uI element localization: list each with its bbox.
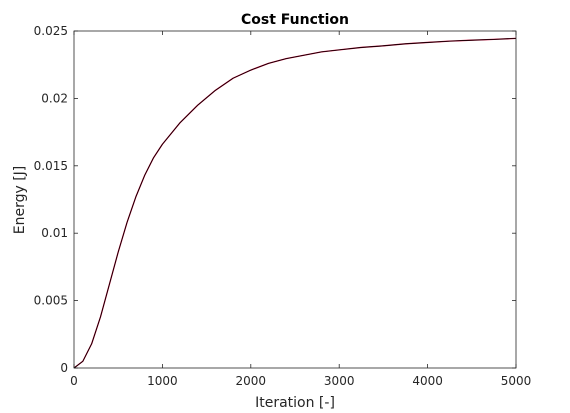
chart-title: Cost Function — [241, 12, 349, 28]
x-tick-label: 4000 — [412, 374, 443, 388]
y-tick-label: 0.025 — [34, 24, 68, 38]
y-tick-label: 0.01 — [41, 226, 68, 240]
axes-box — [73, 30, 517, 369]
y-tick-label: 0.015 — [34, 159, 68, 173]
axes-layer: 0 1000 2000 3000 4000 5000 0 0.005 0.01 0.015 0.02… — [34, 24, 532, 388]
x-tick-label: 5000 — [501, 374, 532, 388]
y-tick-label: 0.005 — [34, 294, 68, 308]
x-tick-label: 1000 — [147, 374, 178, 388]
y-tick-label: 0 — [60, 361, 68, 375]
y-axis-title: Energy [J] — [12, 166, 28, 235]
x-tick-label: 0 — [70, 374, 78, 388]
y-tick-label: 0.02 — [41, 91, 68, 105]
x-tick-label: 3000 — [324, 374, 355, 388]
x-axis-title: Iteration [-] — [255, 395, 335, 411]
x-tick-label: 2000 — [236, 374, 267, 388]
series-layer — [73, 37, 517, 369]
series-line-2 — [73, 38, 517, 369]
plot-area — [74, 31, 516, 368]
